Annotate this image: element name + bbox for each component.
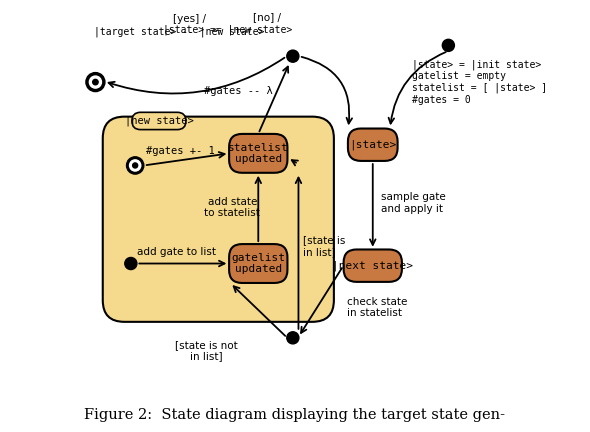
Circle shape xyxy=(287,332,299,344)
Text: #gates -- λ: #gates -- λ xyxy=(205,86,273,96)
FancyBboxPatch shape xyxy=(132,112,186,130)
Circle shape xyxy=(86,73,105,92)
Text: |new state>: |new state> xyxy=(124,116,194,126)
Text: |target state> -- |new state>: |target state> -- |new state> xyxy=(94,26,264,37)
Text: statelist
updated: statelist updated xyxy=(228,143,289,164)
FancyBboxPatch shape xyxy=(229,244,287,283)
Text: |state> == |new state>: |state> == |new state> xyxy=(163,25,293,35)
Text: [yes] /: [yes] / xyxy=(173,14,206,24)
Circle shape xyxy=(130,160,141,171)
Text: [state is
in list]: [state is in list] xyxy=(303,235,345,257)
Text: |state>: |state> xyxy=(349,140,396,150)
FancyBboxPatch shape xyxy=(103,117,334,322)
Text: [no] /: [no] / xyxy=(253,12,281,22)
Text: #gates +- 1: #gates +- 1 xyxy=(146,146,215,156)
Circle shape xyxy=(125,257,137,270)
FancyBboxPatch shape xyxy=(348,129,398,161)
Circle shape xyxy=(442,39,454,51)
Text: gatelist
updated: gatelist updated xyxy=(231,253,286,274)
Text: add state
to statelist: add state to statelist xyxy=(204,197,260,218)
FancyBboxPatch shape xyxy=(229,134,287,173)
Circle shape xyxy=(89,76,101,88)
Text: |next state>: |next state> xyxy=(332,260,413,271)
Text: check state
in statelist: check state in statelist xyxy=(347,297,407,318)
Text: |state> = |init state>
gatelist = empty
statelist = [ |state> ]
#gates = 0: |state> = |init state> gatelist = empty … xyxy=(412,59,547,105)
FancyBboxPatch shape xyxy=(343,250,402,282)
Text: Figure 2:  State diagram displaying the target state gen-: Figure 2: State diagram displaying the t… xyxy=(84,409,506,422)
Circle shape xyxy=(126,157,144,174)
Circle shape xyxy=(287,50,299,62)
Text: [state is not
in list]: [state is not in list] xyxy=(175,340,238,362)
Text: add gate to list: add gate to list xyxy=(137,247,216,257)
Circle shape xyxy=(133,163,137,168)
Text: sample gate
and apply it: sample gate and apply it xyxy=(381,192,446,214)
Circle shape xyxy=(93,79,98,85)
